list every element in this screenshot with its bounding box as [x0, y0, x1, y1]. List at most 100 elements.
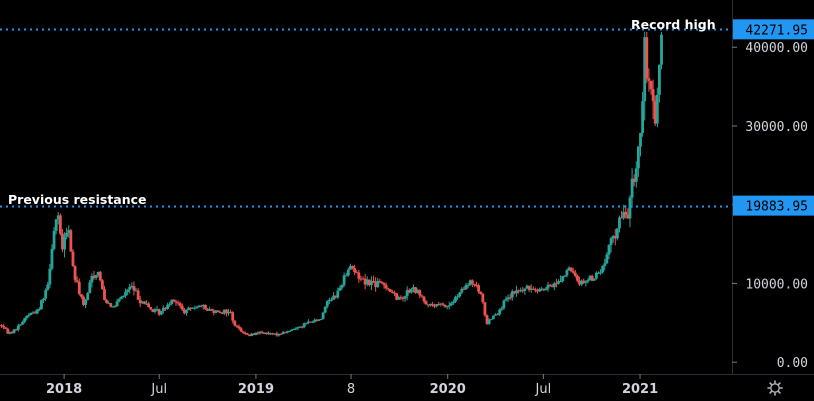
candle-body — [71, 251, 75, 267]
candle-body — [370, 281, 373, 286]
candle-body — [237, 326, 241, 329]
candle-body — [618, 217, 621, 229]
y-tick-label: 40000.00 — [745, 41, 808, 56]
candle-body — [508, 297, 512, 299]
candle-body — [321, 312, 325, 320]
candle-body — [353, 268, 357, 273]
candle-body — [439, 303, 443, 305]
candle-body — [487, 319, 491, 324]
candle-body — [643, 37, 647, 102]
candle-body — [153, 309, 157, 312]
candle-body — [25, 316, 29, 319]
candle-body — [54, 219, 58, 231]
candle-body — [607, 244, 611, 255]
candle-body — [409, 289, 413, 293]
time-axis[interactable]: 2018 Jul 2019 8 2020 Jul 2021 — [46, 374, 658, 397]
candle-body — [294, 328, 298, 330]
x-tick-label: Jul — [150, 382, 167, 397]
candle-body — [479, 291, 483, 294]
candle-body — [10, 332, 14, 334]
candle-body — [636, 146, 640, 169]
candle-body — [506, 297, 510, 300]
candle-body — [44, 289, 48, 299]
candle-body — [31, 312, 35, 314]
candle-body — [73, 266, 77, 281]
candle-body — [542, 288, 546, 291]
candle-body — [586, 280, 590, 282]
candle-body — [191, 307, 195, 309]
price-label-text: 19883.95 — [745, 200, 808, 215]
candle-body — [37, 309, 41, 311]
candle-body — [290, 329, 293, 332]
candle-body — [395, 293, 399, 300]
x-tick-label: 2019 — [238, 382, 274, 397]
candle-body — [359, 278, 363, 280]
candle-body — [124, 292, 127, 296]
candle-body — [533, 289, 537, 291]
candle-body — [597, 272, 600, 274]
candle-body — [510, 291, 514, 298]
candle-body — [267, 332, 270, 335]
candle-body — [365, 279, 369, 285]
candle-body — [298, 326, 302, 328]
candle-body — [258, 331, 262, 334]
candle-body — [649, 80, 653, 90]
candle-body — [185, 310, 188, 314]
settings-gear-icon[interactable] — [767, 380, 783, 396]
candle-body — [208, 309, 211, 311]
candle-body — [424, 301, 428, 305]
candle-body — [550, 286, 554, 288]
candle-body — [632, 178, 636, 182]
candle-body — [96, 271, 100, 275]
candle-body — [504, 299, 508, 301]
candle-body — [540, 288, 544, 290]
candle-body — [647, 78, 651, 81]
candle-body — [126, 289, 130, 293]
candle-body — [63, 236, 66, 250]
candle-body — [655, 94, 659, 124]
candle-body — [292, 329, 296, 331]
candle-body — [304, 323, 308, 325]
candle-body — [626, 214, 630, 219]
candle-body — [92, 275, 96, 279]
candle-body — [372, 281, 375, 283]
candle-body — [178, 303, 182, 306]
candle-body — [48, 268, 52, 285]
candle-body — [397, 297, 401, 300]
x-tick-label: 2020 — [430, 382, 466, 397]
candle-body — [33, 312, 37, 314]
candle-body — [6, 328, 10, 334]
candle-body — [477, 285, 481, 292]
candle-body — [403, 296, 407, 299]
candle-body — [161, 307, 165, 311]
candle-body — [285, 331, 289, 333]
candle-body — [416, 290, 420, 294]
candle-body — [50, 248, 54, 269]
candle-body — [401, 297, 405, 299]
candle-body — [525, 285, 529, 289]
candle-body — [588, 275, 592, 281]
candle-body — [235, 325, 239, 327]
candle-body — [517, 290, 520, 292]
candle-body — [16, 325, 20, 330]
candle-body — [4, 327, 8, 329]
price-label-box — [733, 195, 814, 216]
candle-body — [393, 292, 396, 294]
candle-body — [107, 303, 111, 305]
candle-body — [380, 281, 384, 284]
candle-body — [529, 288, 533, 290]
candle-body — [111, 306, 115, 308]
candle-body — [443, 304, 447, 307]
candle-body — [176, 302, 180, 304]
candle-body — [594, 272, 598, 279]
candle-body — [576, 275, 579, 281]
candle-body — [14, 329, 18, 331]
candle-body — [275, 333, 279, 336]
candle-body — [615, 228, 619, 239]
candle-body — [498, 309, 502, 315]
candle-body — [67, 230, 71, 233]
candle-body — [246, 333, 249, 335]
candle-body — [382, 283, 386, 286]
candle-body — [35, 309, 39, 314]
